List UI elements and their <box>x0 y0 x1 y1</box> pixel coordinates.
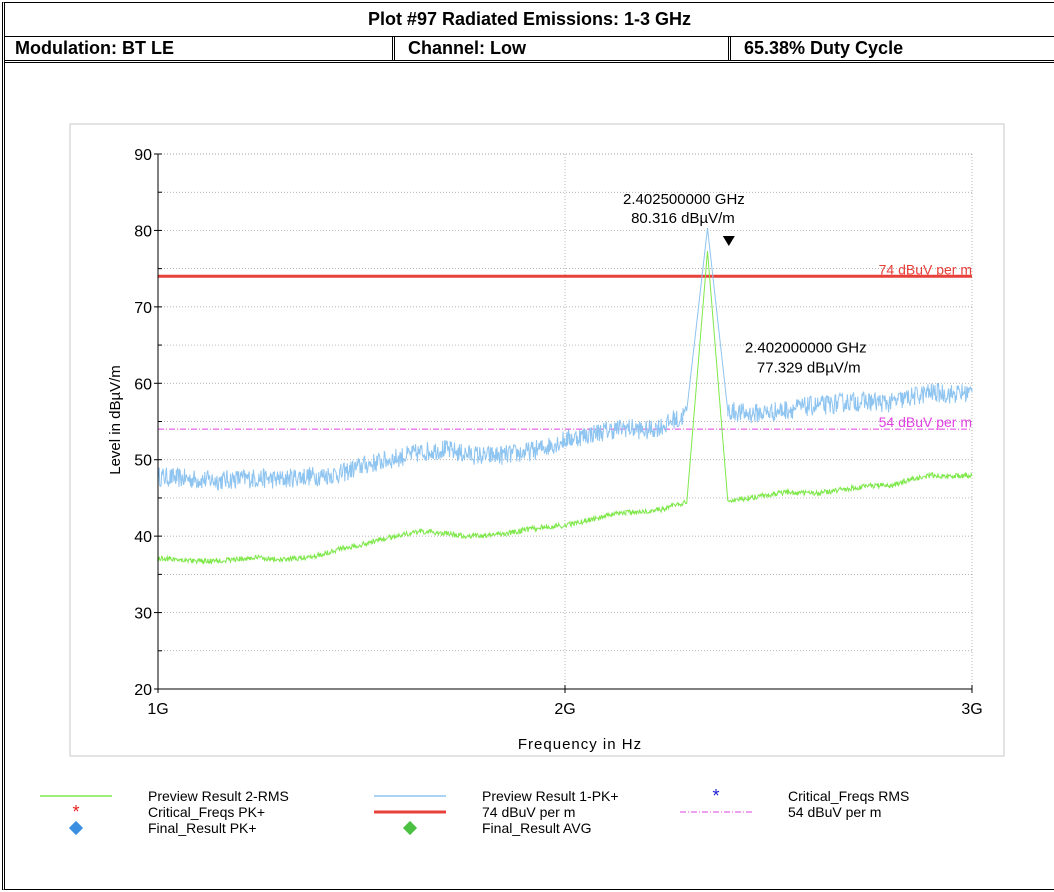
legend: Preview Result 2-RMS Preview Result 1-PK… <box>40 786 1000 858</box>
legend-symbol <box>374 788 446 804</box>
y-tick-label: 70 <box>134 300 152 317</box>
header-separator <box>392 36 395 60</box>
x-tick-label: 3G <box>961 701 982 718</box>
star-icon: * <box>680 786 752 806</box>
svg-text:*: * <box>72 804 79 820</box>
legend-item: Final_Result PK+ <box>40 820 257 836</box>
marker-level-label: 77.329 dBµV/m <box>757 360 861 377</box>
y-tick-label: 60 <box>134 376 152 393</box>
legend-label: Final_Result PK+ <box>148 820 257 836</box>
duty-cycle-label: 65.38% Duty Cycle <box>744 37 904 58</box>
plot-title: Plot #97 Radiated Emissions: 1-3 GHz <box>5 2 1054 37</box>
legend-symbol <box>374 804 446 820</box>
limit-line-label: 74 dBuV per m <box>879 261 972 277</box>
svg-text:*: * <box>712 788 719 804</box>
y-tick-label: 80 <box>134 223 152 240</box>
marker-frequency-label: 2.402500000 GHz <box>623 191 745 208</box>
legend-item: * Critical_Freqs RMS <box>680 786 910 806</box>
x-tick-label: 1G <box>147 701 168 718</box>
marker-triangle <box>722 236 735 247</box>
marker-frequency-label: 2.402000000 GHz <box>745 340 867 357</box>
header-rule <box>5 60 1054 63</box>
y-tick-label: 20 <box>134 682 152 699</box>
legend-item: 74 dBuV per m <box>374 804 575 820</box>
x-axis-label: Frequency in Hz <box>518 736 642 753</box>
y-tick-label: 40 <box>134 529 152 546</box>
marker-level-label: 80.316 dBµV/m <box>631 210 735 227</box>
legend-label: Preview Result 2-RMS <box>148 788 289 804</box>
legend-label: Preview Result 1-PK+ <box>482 788 619 804</box>
legend-item: Preview Result 2-RMS <box>40 788 289 804</box>
diamond-icon <box>40 820 112 836</box>
header-separator <box>728 36 731 60</box>
modulation-label: Modulation: BT LE <box>15 37 174 58</box>
star-icon: * <box>40 802 112 822</box>
legend-symbol <box>680 804 752 820</box>
limit-line-label: 54 dBuV per m <box>879 414 972 430</box>
legend-item: * Critical_Freqs PK+ <box>40 802 266 822</box>
series-line <box>157 251 973 566</box>
y-tick-label: 50 <box>134 453 152 470</box>
y-tick-label: 90 <box>134 147 152 164</box>
legend-label: 74 dBuV per m <box>482 804 576 820</box>
legend-label: 54 dBuV per m <box>788 804 882 820</box>
channel-label: Channel: Low <box>408 37 526 58</box>
y-tick-label: 30 <box>134 606 152 623</box>
legend-label: Critical_Freqs PK+ <box>148 804 266 820</box>
legend-item: Preview Result 1-PK+ <box>374 788 619 804</box>
y-axis-label: Level in dBµV/m <box>107 365 124 475</box>
series-line <box>157 228 973 492</box>
legend-item: Final_Result AVG <box>374 820 591 836</box>
x-tick-label: 2G <box>554 701 575 718</box>
legend-symbol <box>40 788 112 804</box>
legend-item: 54 dBuV per m <box>680 804 881 820</box>
legend-label: Final_Result AVG <box>482 820 592 836</box>
diamond-icon <box>374 820 446 836</box>
legend-label: Critical_Freqs RMS <box>788 788 910 804</box>
